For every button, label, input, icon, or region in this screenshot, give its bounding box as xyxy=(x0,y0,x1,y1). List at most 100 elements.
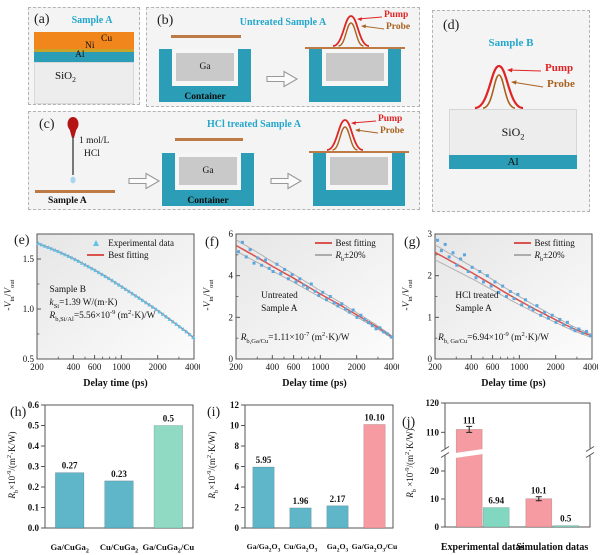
legend: Experimental data Best fitting xyxy=(87,237,174,261)
y-tick-label: 0 xyxy=(435,522,440,532)
sample-a-film xyxy=(171,35,241,38)
data-point xyxy=(370,324,374,328)
data-point xyxy=(283,267,287,271)
data-point xyxy=(240,240,244,244)
pump-probe-assembly: Pump Probe xyxy=(325,114,420,153)
dropper-icon xyxy=(67,117,79,184)
pump-probe-pulse-icon xyxy=(474,64,544,110)
pump-pointer xyxy=(507,69,542,72)
ga-block xyxy=(330,157,388,185)
barchart-canvas-j: 0 10 20 110 120 111 6.94 10.1 0.5 xyxy=(426,398,595,532)
category-label: Cu/Ga2O3 xyxy=(283,542,318,554)
data-point xyxy=(76,259,81,263)
category-label: Ga/CuGa2/Cu xyxy=(142,542,195,555)
y-tick-label: 0 xyxy=(229,354,234,364)
legend-entry: Best fitting xyxy=(513,237,575,249)
container-label: Container xyxy=(187,196,229,206)
barchart-canvas-h: 0.0 0.1 0.2 0.3 0.4 0.5 0.6 0.27 0.23 0.5 xyxy=(28,400,194,533)
x-tick-label: 400 xyxy=(465,362,479,372)
legend-line-icon xyxy=(314,254,332,256)
data-point xyxy=(170,319,176,324)
data-point xyxy=(588,334,592,338)
barchart-canvas-i: 0 2 4 6 8 10 12 5.95 1.96 2.17 10.10 xyxy=(230,400,394,533)
data-point xyxy=(52,247,58,252)
data-point xyxy=(191,335,196,339)
bar-value-label: 0.23 xyxy=(111,469,127,479)
data-point xyxy=(36,241,41,246)
x-tick-label: 1000 xyxy=(311,362,330,372)
data-point xyxy=(336,304,340,308)
data-point xyxy=(455,263,459,267)
data-point xyxy=(516,292,520,296)
y-axis-label: Rb×10-9/(m2·K/W) xyxy=(206,430,220,499)
bar xyxy=(326,505,349,529)
x-tick-label: 2000 xyxy=(348,362,367,372)
data-point xyxy=(573,329,577,333)
data-point xyxy=(302,283,306,287)
data-point xyxy=(328,295,332,298)
data-point xyxy=(167,317,172,321)
pump-curve xyxy=(332,15,370,47)
data-point xyxy=(110,278,115,283)
axis-break-mark xyxy=(440,446,450,452)
thermal-resistance-annotation: Rb, Ga/Cu=6.94×10-9 (m2·K)/W xyxy=(438,331,549,346)
panel-label-d: (d) xyxy=(443,18,460,33)
data-point xyxy=(177,324,183,329)
group-label: Simulation datas xyxy=(516,542,589,553)
data-point xyxy=(355,315,359,319)
pump-pointer xyxy=(351,120,377,124)
data-point xyxy=(359,313,363,317)
data-point xyxy=(581,331,585,335)
data-point xyxy=(93,268,98,273)
barchart-panel-h: 0.0 0.1 0.2 0.3 0.4 0.5 0.6 0.27 0.23 0.5 Ga/CuGa2… xyxy=(2,393,199,555)
y-tick-label: 1.0 xyxy=(23,304,35,314)
bar xyxy=(482,507,510,528)
uncertainty-band-line xyxy=(434,259,593,339)
annotation-block: Untreated Sample A xyxy=(261,291,298,315)
data-point xyxy=(66,253,71,258)
y-tick-label: 120 xyxy=(426,398,440,408)
x-tick-label: 1000 xyxy=(112,362,131,372)
y-tick-label: 0.2 xyxy=(28,482,40,492)
bar xyxy=(252,466,275,529)
data-point xyxy=(244,255,248,259)
probe-label: Probe xyxy=(547,78,575,90)
y-tick-label: 110 xyxy=(426,427,440,437)
cu-layer xyxy=(34,32,134,49)
legend-label: Best fitting xyxy=(335,238,376,248)
panel-label-g: (g) xyxy=(404,235,421,250)
data-point xyxy=(237,250,241,254)
pump-pointer-head xyxy=(357,17,362,21)
data-point xyxy=(550,313,554,317)
container-label: Container xyxy=(184,92,226,102)
data-point xyxy=(260,263,264,267)
y-tick-label: 3 xyxy=(428,229,433,239)
x-tick-label: 400 xyxy=(266,362,280,372)
y-tick-label: 0 xyxy=(428,354,433,364)
al-layer xyxy=(34,52,134,62)
bar-value-label: 10.1 xyxy=(531,486,547,496)
panel-label-j: (j) xyxy=(402,415,416,430)
data-point xyxy=(363,317,367,321)
data-point xyxy=(520,303,524,307)
data-point xyxy=(585,330,589,333)
legend-entry: Experimental data xyxy=(87,237,174,249)
data-point xyxy=(290,273,294,277)
data-point xyxy=(340,302,344,306)
pump-pointer xyxy=(357,16,383,20)
y-axis-label: -Vin/Vout xyxy=(203,278,215,311)
data-point xyxy=(309,282,313,286)
panel-a-sample-a-schematic: (a) Sample A Cu Ni Al SiO2 xyxy=(28,7,140,105)
axis-break-mark xyxy=(585,446,595,452)
pump-probe-assembly: Pump Probe xyxy=(331,10,421,49)
data-point xyxy=(497,290,501,294)
data-point xyxy=(59,250,65,255)
data-point xyxy=(73,257,78,262)
data-point xyxy=(120,284,125,289)
legend-label: Best fitting xyxy=(534,238,575,248)
data-point xyxy=(263,258,267,262)
data-point xyxy=(459,257,463,261)
barchart-panel-j: 0 10 20 110 120 111 6.94 10.1 0.5 Experimental da… xyxy=(400,393,598,555)
data-point xyxy=(451,251,455,255)
